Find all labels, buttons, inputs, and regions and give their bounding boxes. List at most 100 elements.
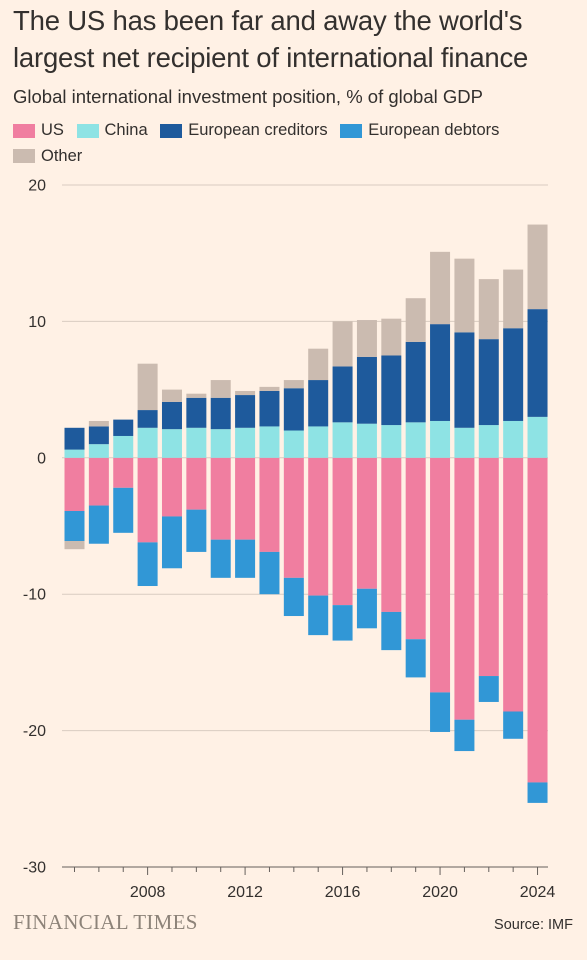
bar-segment-european-creditors bbox=[356, 356, 377, 424]
bar-segment-european-debtors bbox=[210, 539, 231, 578]
bar-segment-european-creditors bbox=[283, 388, 304, 431]
bar-segment-european-debtors bbox=[356, 588, 377, 629]
bar-segment-us bbox=[88, 457, 109, 506]
bar-segment-european-creditors bbox=[430, 324, 451, 421]
y-tick-label: -20 bbox=[23, 723, 46, 740]
bar-segment-european-debtors bbox=[283, 577, 304, 617]
legend-swatch-us bbox=[13, 123, 35, 138]
bar-segment-other bbox=[454, 258, 475, 333]
bar-segment-us bbox=[235, 457, 256, 540]
legend: US China European creditors European deb… bbox=[13, 119, 573, 170]
bar-segment-european-debtors bbox=[478, 676, 499, 702]
bar-segment-european-creditors bbox=[454, 332, 475, 428]
legend-label-us: US bbox=[41, 121, 64, 139]
bar-segment-china bbox=[137, 427, 158, 458]
bar-segment-china bbox=[430, 420, 451, 458]
bar-segment-other bbox=[283, 380, 304, 389]
bar-segment-us bbox=[356, 457, 377, 589]
bar-segment-european-debtors bbox=[64, 510, 85, 542]
bar-segment-european-debtors bbox=[503, 711, 524, 739]
bar-segment-us bbox=[308, 457, 329, 596]
bar-segment-other bbox=[64, 541, 85, 550]
bar-segment-other bbox=[503, 269, 524, 329]
bar-segment-china bbox=[161, 429, 182, 458]
bar-segment-european-creditors bbox=[88, 426, 109, 445]
legend-item-european-debtors: European debtors bbox=[340, 119, 499, 142]
bar-segment-us bbox=[527, 457, 548, 783]
bar-segment-other bbox=[381, 318, 402, 356]
bar-segment-european-creditors bbox=[113, 419, 134, 436]
bar-segment-other bbox=[210, 380, 231, 398]
bar-segment-us bbox=[113, 457, 134, 488]
bar-segment-european-debtors bbox=[88, 505, 109, 544]
bar-segment-european-debtors bbox=[308, 595, 329, 636]
legend-label-european-debtors: European debtors bbox=[368, 121, 500, 139]
legend-item-other: Other bbox=[13, 145, 82, 168]
bar-segment-other bbox=[235, 390, 256, 396]
bar-segment-china bbox=[308, 426, 329, 458]
bar-segment-china bbox=[478, 425, 499, 458]
legend-swatch-other bbox=[13, 149, 35, 163]
legend-swatch-european-debtors bbox=[340, 123, 363, 138]
bar-segment-european-creditors bbox=[235, 395, 256, 428]
bar-segment-us bbox=[64, 457, 85, 511]
bar-segment-us bbox=[478, 457, 499, 677]
bar-segment-china bbox=[381, 425, 402, 458]
bar-segment-european-creditors bbox=[405, 341, 426, 423]
x-tick-label: 2024 bbox=[520, 884, 556, 901]
bar-segment-other bbox=[332, 321, 353, 367]
y-tick-label: 0 bbox=[37, 450, 46, 467]
bar-segment-us bbox=[283, 457, 304, 578]
legend-item-european-creditors: European creditors bbox=[160, 119, 328, 142]
bar-segment-european-debtors bbox=[405, 639, 426, 678]
bar-segment-china bbox=[113, 435, 134, 458]
bar-segment-other bbox=[527, 224, 548, 310]
bar-segment-european-debtors bbox=[454, 719, 475, 752]
bar-segment-china bbox=[503, 420, 524, 458]
bar-segment-european-creditors bbox=[503, 328, 524, 421]
bar-segment-european-creditors bbox=[527, 309, 548, 417]
bar-segment-other bbox=[405, 298, 426, 342]
bar-segment-us bbox=[381, 457, 402, 612]
bar-segment-european-creditors bbox=[186, 397, 207, 428]
legend-item-china: China bbox=[76, 119, 148, 142]
bar-segment-us bbox=[430, 457, 451, 693]
bar-segment-us bbox=[259, 457, 280, 552]
x-tick-label: 2008 bbox=[130, 884, 166, 901]
y-tick-label: -30 bbox=[23, 860, 46, 877]
legend-label-other: Other bbox=[41, 146, 83, 165]
bar-segment-other bbox=[88, 420, 109, 427]
bar-segment-us bbox=[332, 457, 353, 606]
y-tick-label: -10 bbox=[23, 587, 46, 604]
bar-segment-european-debtors bbox=[137, 542, 158, 587]
bar-segment-china bbox=[332, 422, 353, 458]
bar-segment-european-creditors bbox=[64, 427, 85, 450]
bar-segment-european-creditors bbox=[210, 397, 231, 430]
bar-segment-european-creditors bbox=[381, 355, 402, 426]
bar-segment-china bbox=[283, 430, 304, 458]
legend-swatch-european-creditors bbox=[160, 123, 183, 138]
bar-segment-other bbox=[161, 389, 182, 402]
x-tick-label: 2020 bbox=[422, 884, 458, 901]
bar-segment-china bbox=[210, 429, 231, 458]
bar-segment-other bbox=[478, 279, 499, 340]
bar-segment-other bbox=[137, 363, 158, 411]
bar-segment-china bbox=[527, 416, 548, 458]
legend-label-china: China bbox=[104, 121, 148, 139]
bar-segment-us bbox=[503, 457, 524, 712]
bar-segment-european-creditors bbox=[332, 366, 353, 423]
legend-label-european-creditors: European creditors bbox=[188, 121, 328, 139]
bar-segment-european-debtors bbox=[235, 539, 256, 578]
y-tick-label: 20 bbox=[28, 178, 46, 195]
bar-segment-european-creditors bbox=[308, 380, 329, 427]
bar-segment-other bbox=[356, 320, 377, 357]
chart-subtitle: Global international investment position… bbox=[13, 86, 483, 107]
bar-segment-european-debtors bbox=[259, 551, 280, 595]
bar-segment-european-debtors bbox=[161, 516, 182, 569]
y-tick-label: 10 bbox=[28, 314, 46, 331]
bar-segment-us bbox=[405, 457, 426, 640]
bar-segment-china bbox=[186, 427, 207, 458]
bar-segment-us bbox=[210, 457, 231, 540]
bar-segment-european-debtors bbox=[113, 487, 134, 533]
bar-segment-other bbox=[308, 348, 329, 381]
